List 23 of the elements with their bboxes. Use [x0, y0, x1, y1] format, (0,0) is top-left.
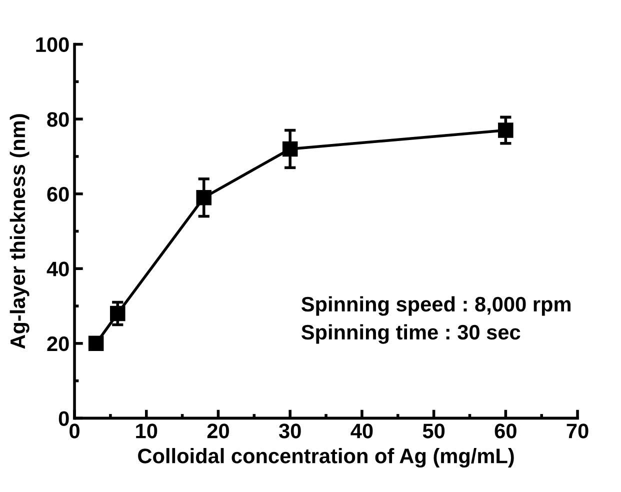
x-tick-label: 40 [350, 424, 373, 438]
annotation: Spinning speed : 8,000 rpm [301, 296, 570, 316]
y-tick-label: 60 [47, 186, 69, 202]
point [88, 336, 104, 352]
x-tick-label: 10 [136, 424, 158, 438]
point [498, 122, 514, 138]
x-tick-label: 60 [494, 424, 516, 438]
y-axis-title: Ag-layer thickness (nm) [10, 114, 30, 349]
x-tick-label: 70 [566, 424, 588, 438]
x-tick-label: 30 [278, 424, 301, 438]
y-tick-label: 40 [46, 262, 69, 276]
y-tick-label: 80 [47, 112, 69, 127]
x-tick-label: 0 [70, 424, 80, 438]
y-tick-label: 0 [58, 411, 69, 426]
y-tick-label: 20 [47, 336, 69, 352]
point [196, 190, 212, 206]
point [110, 306, 126, 322]
annotation: Spinning time : 30 sec [301, 324, 520, 344]
x-tick-label: 50 [422, 424, 445, 438]
y-tick-label: 100 [36, 37, 69, 52]
x-axis-title: Colloidal concentration of Ag (mg/mL) [138, 448, 514, 468]
point [282, 141, 298, 157]
x-tick-label: 20 [207, 424, 229, 438]
